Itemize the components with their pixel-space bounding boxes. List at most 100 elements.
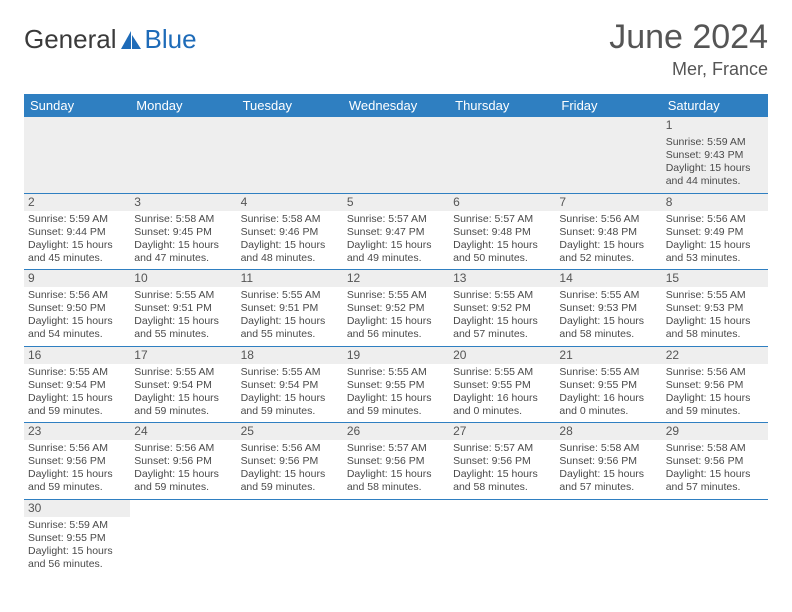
sunrise-text: Sunrise: 5:57 AM: [453, 213, 551, 226]
calendar-cell: 29Sunrise: 5:58 AMSunset: 9:56 PMDayligh…: [662, 423, 768, 500]
sunrise-text: Sunrise: 5:57 AM: [347, 213, 445, 226]
calendar-cell: 25Sunrise: 5:56 AMSunset: 9:56 PMDayligh…: [237, 423, 343, 500]
day-number: 14: [555, 270, 661, 287]
calendar-cell: [555, 117, 661, 193]
day-number: 10: [130, 270, 236, 287]
daylight-text: and 59 minutes.: [241, 481, 339, 494]
sunset-text: Sunset: 9:56 PM: [453, 455, 551, 468]
daylight-text: and 52 minutes.: [559, 252, 657, 265]
calendar-cell: 10Sunrise: 5:55 AMSunset: 9:51 PMDayligh…: [130, 270, 236, 347]
daylight-text: and 56 minutes.: [28, 558, 126, 571]
sunset-text: Sunset: 9:53 PM: [559, 302, 657, 315]
day-header: Wednesday: [343, 94, 449, 117]
calendar-cell: 8Sunrise: 5:56 AMSunset: 9:49 PMDaylight…: [662, 193, 768, 270]
daylight-text: and 59 minutes.: [28, 481, 126, 494]
calendar-cell: 12Sunrise: 5:55 AMSunset: 9:52 PMDayligh…: [343, 270, 449, 347]
daylight-text: Daylight: 15 hours: [666, 392, 764, 405]
daylight-text: and 57 minutes.: [666, 481, 764, 494]
daylight-text: and 48 minutes.: [241, 252, 339, 265]
daylight-text: Daylight: 15 hours: [347, 468, 445, 481]
daylight-text: Daylight: 15 hours: [28, 545, 126, 558]
daylight-text: and 59 minutes.: [134, 405, 232, 418]
daylight-text: and 59 minutes.: [666, 405, 764, 418]
calendar-cell: 9Sunrise: 5:56 AMSunset: 9:50 PMDaylight…: [24, 270, 130, 347]
calendar-cell: 28Sunrise: 5:58 AMSunset: 9:56 PMDayligh…: [555, 423, 661, 500]
day-number: 19: [343, 347, 449, 364]
daylight-text: Daylight: 15 hours: [347, 239, 445, 252]
day-header: Thursday: [449, 94, 555, 117]
day-number: 15: [662, 270, 768, 287]
daylight-text: and 57 minutes.: [453, 328, 551, 341]
sail-icon: [119, 29, 143, 51]
sunset-text: Sunset: 9:56 PM: [241, 455, 339, 468]
calendar-cell: [555, 499, 661, 575]
daylight-text: Daylight: 15 hours: [347, 392, 445, 405]
calendar-cell: 27Sunrise: 5:57 AMSunset: 9:56 PMDayligh…: [449, 423, 555, 500]
sunset-text: Sunset: 9:56 PM: [666, 379, 764, 392]
calendar-cell: 11Sunrise: 5:55 AMSunset: 9:51 PMDayligh…: [237, 270, 343, 347]
day-number: 30: [24, 500, 130, 517]
sunset-text: Sunset: 9:56 PM: [134, 455, 232, 468]
sunrise-text: Sunrise: 5:55 AM: [666, 289, 764, 302]
sunrise-text: Sunrise: 5:55 AM: [453, 289, 551, 302]
brand-part1: General: [24, 24, 117, 55]
daylight-text: Daylight: 15 hours: [28, 239, 126, 252]
sunset-text: Sunset: 9:54 PM: [241, 379, 339, 392]
sunrise-text: Sunrise: 5:56 AM: [134, 442, 232, 455]
day-number: 7: [555, 194, 661, 211]
daylight-text: and 58 minutes.: [559, 328, 657, 341]
daylight-text: and 47 minutes.: [134, 252, 232, 265]
calendar-cell: 5Sunrise: 5:57 AMSunset: 9:47 PMDaylight…: [343, 193, 449, 270]
sunset-text: Sunset: 9:56 PM: [347, 455, 445, 468]
day-number: 23: [24, 423, 130, 440]
daylight-text: Daylight: 15 hours: [347, 315, 445, 328]
calendar-cell: [237, 117, 343, 193]
day-number: 24: [130, 423, 236, 440]
sunset-text: Sunset: 9:51 PM: [241, 302, 339, 315]
sunrise-text: Sunrise: 5:55 AM: [241, 366, 339, 379]
brand-part2: Blue: [145, 24, 197, 55]
calendar-cell: [343, 117, 449, 193]
daylight-text: Daylight: 15 hours: [134, 468, 232, 481]
calendar-cell: 19Sunrise: 5:55 AMSunset: 9:55 PMDayligh…: [343, 346, 449, 423]
calendar-cell: 16Sunrise: 5:55 AMSunset: 9:54 PMDayligh…: [24, 346, 130, 423]
sunset-text: Sunset: 9:56 PM: [666, 455, 764, 468]
calendar-cell: [130, 499, 236, 575]
calendar-cell: [662, 499, 768, 575]
day-number: 12: [343, 270, 449, 287]
sunrise-text: Sunrise: 5:55 AM: [347, 289, 445, 302]
calendar-week-row: 9Sunrise: 5:56 AMSunset: 9:50 PMDaylight…: [24, 270, 768, 347]
sunset-text: Sunset: 9:54 PM: [134, 379, 232, 392]
daylight-text: Daylight: 15 hours: [241, 468, 339, 481]
daylight-text: Daylight: 15 hours: [134, 315, 232, 328]
sunrise-text: Sunrise: 5:55 AM: [134, 366, 232, 379]
daylight-text: Daylight: 15 hours: [453, 468, 551, 481]
daylight-text: and 56 minutes.: [347, 328, 445, 341]
day-number: 28: [555, 423, 661, 440]
sunset-text: Sunset: 9:56 PM: [28, 455, 126, 468]
sunset-text: Sunset: 9:50 PM: [28, 302, 126, 315]
calendar-cell: [24, 117, 130, 193]
daylight-text: and 55 minutes.: [134, 328, 232, 341]
sunset-text: Sunset: 9:49 PM: [666, 226, 764, 239]
daylight-text: Daylight: 15 hours: [28, 315, 126, 328]
day-header: Monday: [130, 94, 236, 117]
daylight-text: and 0 minutes.: [453, 405, 551, 418]
calendar-cell: 1Sunrise: 5:59 AMSunset: 9:43 PMDaylight…: [662, 117, 768, 193]
sunset-text: Sunset: 9:52 PM: [453, 302, 551, 315]
day-number: 20: [449, 347, 555, 364]
day-number: 16: [24, 347, 130, 364]
calendar-week-row: 1Sunrise: 5:59 AMSunset: 9:43 PMDaylight…: [24, 117, 768, 193]
calendar-week-row: 30Sunrise: 5:59 AMSunset: 9:55 PMDayligh…: [24, 499, 768, 575]
calendar-cell: 18Sunrise: 5:55 AMSunset: 9:54 PMDayligh…: [237, 346, 343, 423]
day-number: 26: [343, 423, 449, 440]
daylight-text: Daylight: 16 hours: [559, 392, 657, 405]
sunrise-text: Sunrise: 5:55 AM: [453, 366, 551, 379]
calendar-cell: 22Sunrise: 5:56 AMSunset: 9:56 PMDayligh…: [662, 346, 768, 423]
daylight-text: and 59 minutes.: [347, 405, 445, 418]
brand-logo: General Blue: [24, 18, 197, 55]
calendar-cell: 6Sunrise: 5:57 AMSunset: 9:48 PMDaylight…: [449, 193, 555, 270]
day-number: 2: [24, 194, 130, 211]
day-number: 13: [449, 270, 555, 287]
calendar-cell: 14Sunrise: 5:55 AMSunset: 9:53 PMDayligh…: [555, 270, 661, 347]
